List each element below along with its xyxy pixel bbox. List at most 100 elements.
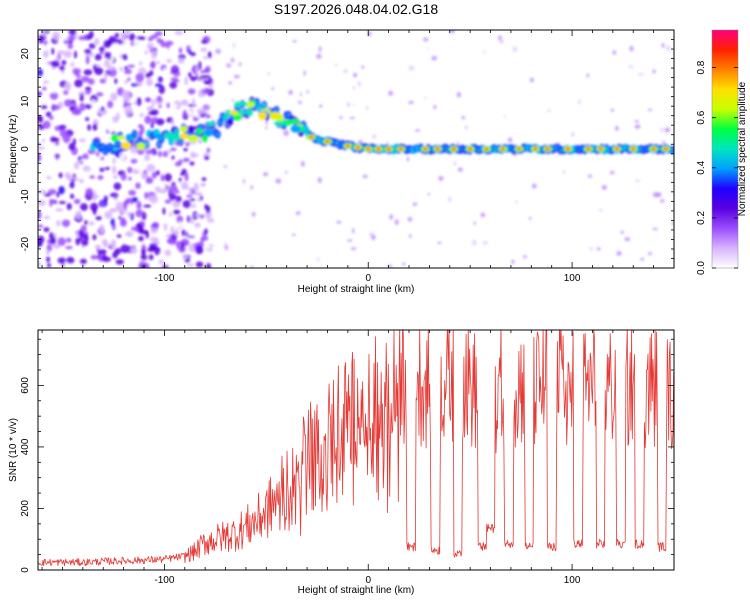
heatmap-cell bbox=[523, 255, 527, 259]
heatmap-cell bbox=[107, 65, 116, 71]
heatmap-cell bbox=[647, 252, 653, 256]
heatmap-cell bbox=[49, 115, 54, 120]
heatmap-cell bbox=[414, 129, 421, 132]
heatmap-cell bbox=[112, 157, 116, 165]
heatmap-cell bbox=[110, 92, 118, 101]
heatmap-cell bbox=[201, 177, 207, 182]
heatmap-cell bbox=[53, 31, 60, 41]
heatmap-cell bbox=[484, 147, 489, 151]
heatmap-cell bbox=[265, 119, 268, 126]
heatmap-cell bbox=[132, 132, 137, 137]
heatmap-cell bbox=[70, 224, 77, 229]
heatmap-cell bbox=[137, 148, 145, 155]
heatmap-cell bbox=[204, 155, 210, 160]
heatmap-cell bbox=[81, 76, 90, 83]
heatmap-cell bbox=[117, 59, 125, 65]
heatmap-cell bbox=[233, 74, 240, 79]
top-x-axis-label: Height of straight line (km) bbox=[298, 284, 415, 295]
heatmap-cell bbox=[186, 194, 193, 198]
heatmap-cell bbox=[182, 157, 190, 163]
heatmap-cell bbox=[473, 221, 476, 226]
heatmap-cell bbox=[412, 202, 417, 207]
heatmap-cell bbox=[207, 51, 212, 59]
heatmap-cell bbox=[88, 43, 96, 49]
heatmap-cell bbox=[110, 239, 117, 248]
heatmap-cell bbox=[362, 174, 368, 179]
heatmap-cell bbox=[146, 164, 156, 172]
heatmap-cell bbox=[124, 66, 128, 70]
heatmap-cell bbox=[203, 128, 214, 137]
heatmap-cell bbox=[318, 104, 323, 108]
heatmap-cell bbox=[164, 249, 172, 257]
heatmap-cell bbox=[609, 170, 615, 175]
heatmap-cell bbox=[162, 207, 166, 215]
heatmap-cell bbox=[190, 153, 200, 157]
heatmap-cell bbox=[117, 135, 126, 140]
heatmap-cell bbox=[76, 61, 80, 70]
heatmap-cell bbox=[173, 209, 181, 215]
heatmap-cell bbox=[88, 221, 95, 226]
heatmap-cell bbox=[223, 165, 228, 168]
top-x-tick-label: 0 bbox=[365, 273, 371, 284]
heatmap-cell bbox=[96, 151, 100, 157]
heatmap-cell bbox=[79, 161, 84, 165]
heatmap-cell bbox=[586, 147, 591, 151]
heatmap-cell bbox=[598, 208, 603, 212]
heatmap-cell bbox=[43, 80, 49, 84]
heatmap-cell bbox=[201, 184, 206, 192]
heatmap-cell bbox=[52, 243, 61, 249]
heatmap-cell bbox=[50, 236, 56, 245]
top-y-tick-label: 0 bbox=[20, 146, 31, 152]
heatmap-cell bbox=[136, 97, 142, 107]
heatmap-cell bbox=[128, 189, 137, 196]
heatmap-cell bbox=[130, 83, 139, 87]
heatmap-cell bbox=[72, 67, 81, 76]
heatmap-cell bbox=[93, 64, 97, 72]
top-y-ticks: -20 -10 0 10 20 bbox=[20, 29, 674, 269]
heatmap-cell bbox=[152, 221, 160, 229]
heatmap-cell bbox=[104, 211, 113, 219]
heatmap-cell bbox=[94, 37, 100, 45]
heatmap-cell bbox=[154, 83, 163, 87]
heatmap-cell bbox=[634, 179, 641, 183]
heatmap-cell bbox=[144, 115, 152, 125]
heatmap-cell bbox=[235, 106, 240, 111]
heatmap-cell bbox=[647, 108, 653, 111]
heatmap-cell bbox=[49, 199, 57, 203]
heatmap-cell bbox=[292, 39, 297, 43]
heatmap-cell bbox=[407, 216, 413, 222]
heatmap-cell bbox=[193, 184, 200, 191]
heatmap-cell bbox=[637, 72, 644, 76]
heatmap-cell bbox=[183, 147, 188, 152]
heatmap-cell bbox=[661, 43, 665, 48]
heatmap-cell bbox=[98, 201, 105, 208]
heatmap-cell bbox=[186, 263, 194, 267]
heatmap-cell bbox=[349, 116, 355, 120]
heatmap-cell bbox=[137, 165, 143, 172]
heatmap-cell bbox=[38, 154, 42, 162]
heatmap-cell bbox=[99, 51, 104, 55]
heatmap-cell bbox=[81, 240, 89, 246]
chart-title: S197.2026.048.04.02.G18 bbox=[274, 1, 438, 17]
heatmap-cell bbox=[206, 218, 215, 223]
heatmap-cell bbox=[125, 230, 134, 238]
heatmap-cell bbox=[180, 172, 185, 176]
heatmap-cell bbox=[659, 199, 665, 203]
heatmap-cell bbox=[138, 236, 144, 242]
heatmap-cell bbox=[120, 217, 125, 224]
heatmap-cell bbox=[197, 33, 204, 39]
heatmap-cell bbox=[435, 147, 440, 151]
heatmap-cell bbox=[149, 61, 156, 69]
heatmap-cell bbox=[334, 63, 338, 67]
heatmap-cell bbox=[90, 254, 98, 260]
heatmap-cell bbox=[92, 123, 98, 131]
heatmap-cell bbox=[387, 264, 393, 268]
heatmap-cell bbox=[136, 142, 146, 151]
heatmap-cell bbox=[110, 218, 115, 226]
heatmap-cell bbox=[53, 137, 60, 142]
heatmap-cell bbox=[223, 242, 228, 248]
heatmap-cell bbox=[69, 181, 75, 189]
heatmap-cell bbox=[166, 102, 170, 109]
heatmap-cell bbox=[166, 238, 174, 244]
